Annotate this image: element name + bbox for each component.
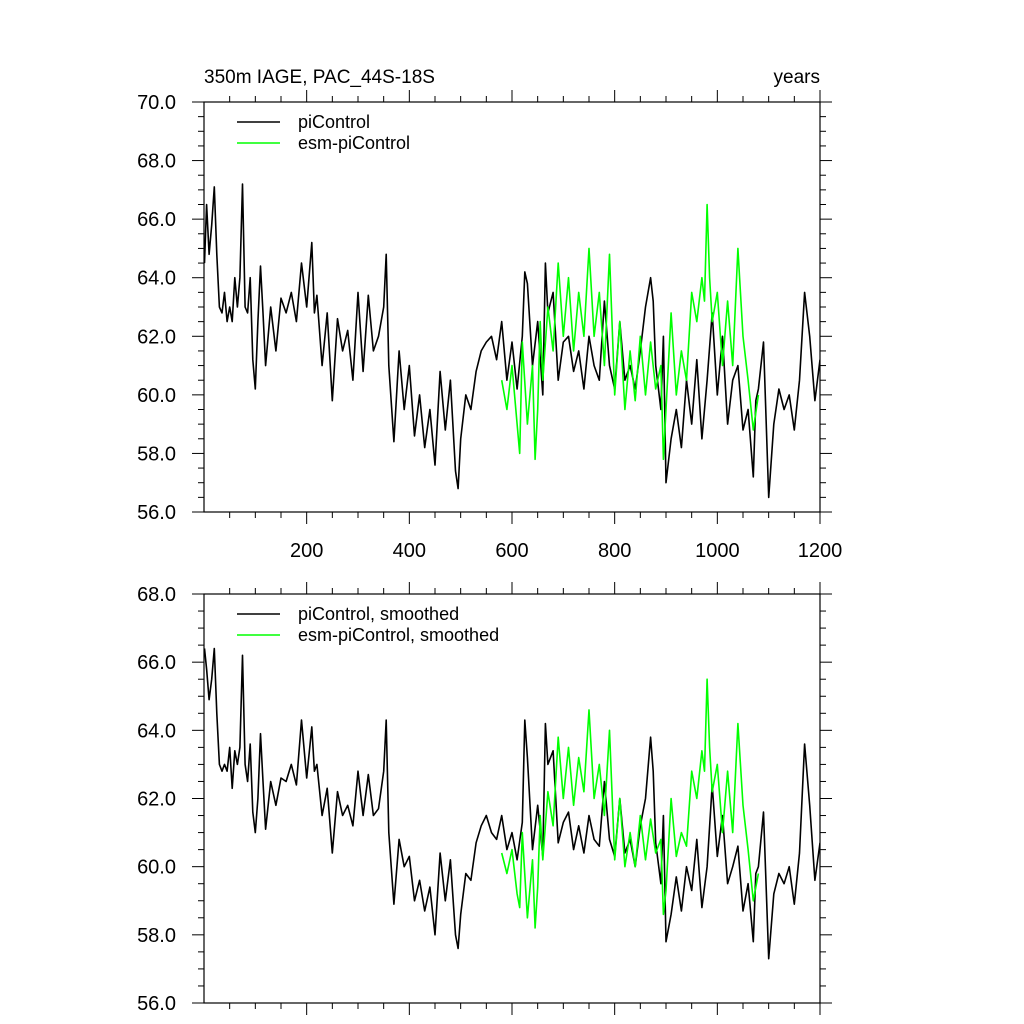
- x-tick-label: 400: [393, 540, 426, 562]
- y-tick-label: 66.0: [137, 209, 176, 231]
- x-tick-label: 1200: [798, 540, 843, 562]
- y-tick-label: 66.0: [137, 652, 176, 674]
- x-tick-label: 600: [495, 540, 528, 562]
- x-tick-label: 1000: [695, 540, 740, 562]
- esm-picontrol-series-line: [500, 203, 760, 461]
- y-tick-label: 68.0: [137, 151, 176, 173]
- top-chart-panel: 350m IAGE, PAC_44S-18S years 200 400 600 80…: [137, 67, 842, 562]
- top-plot-frame: [203, 101, 821, 513]
- chart-title-right: years: [774, 67, 820, 88]
- bottom-plot-frame: [203, 593, 821, 1004]
- x-tick-label: 200: [290, 540, 323, 562]
- y-tick-label: 56.0: [137, 502, 176, 524]
- legend-label: piControl: [298, 112, 370, 132]
- y-tick-label: 58.0: [137, 925, 176, 947]
- y-tick-label: 70.0: [137, 92, 176, 114]
- picontrol-series-line: [204, 647, 820, 960]
- legend-label: esm-piControl: [298, 133, 410, 153]
- y-tick-label: 56.0: [137, 993, 176, 1015]
- y-tick-label: 62.0: [137, 789, 176, 811]
- y-tick-label: 64.0: [137, 268, 176, 290]
- y-tick-label: 60.0: [137, 857, 176, 879]
- legend-label: piControl, smoothed: [298, 604, 459, 624]
- y-tick-label: 68.0: [137, 584, 176, 606]
- chart-title: 350m IAGE, PAC_44S-18S: [204, 67, 435, 88]
- esm-picontrol-series-line: [500, 678, 760, 929]
- picontrol-series-line: [204, 183, 820, 499]
- y-tick-label: 60.0: [137, 385, 176, 407]
- legend-label: esm-piControl, smoothed: [298, 625, 499, 645]
- y-tick-label: 58.0: [137, 443, 176, 465]
- bottom-chart-panel: 56.0 58.0 60.0 62.0 64.0 66.0 68.0 piControl, …: [137, 582, 832, 1015]
- y-tick-label: 64.0: [137, 720, 176, 742]
- x-tick-label: 800: [598, 540, 631, 562]
- y-tick-label: 62.0: [137, 326, 176, 348]
